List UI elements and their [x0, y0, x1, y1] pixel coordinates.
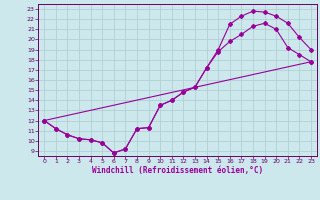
- X-axis label: Windchill (Refroidissement éolien,°C): Windchill (Refroidissement éolien,°C): [92, 166, 263, 175]
